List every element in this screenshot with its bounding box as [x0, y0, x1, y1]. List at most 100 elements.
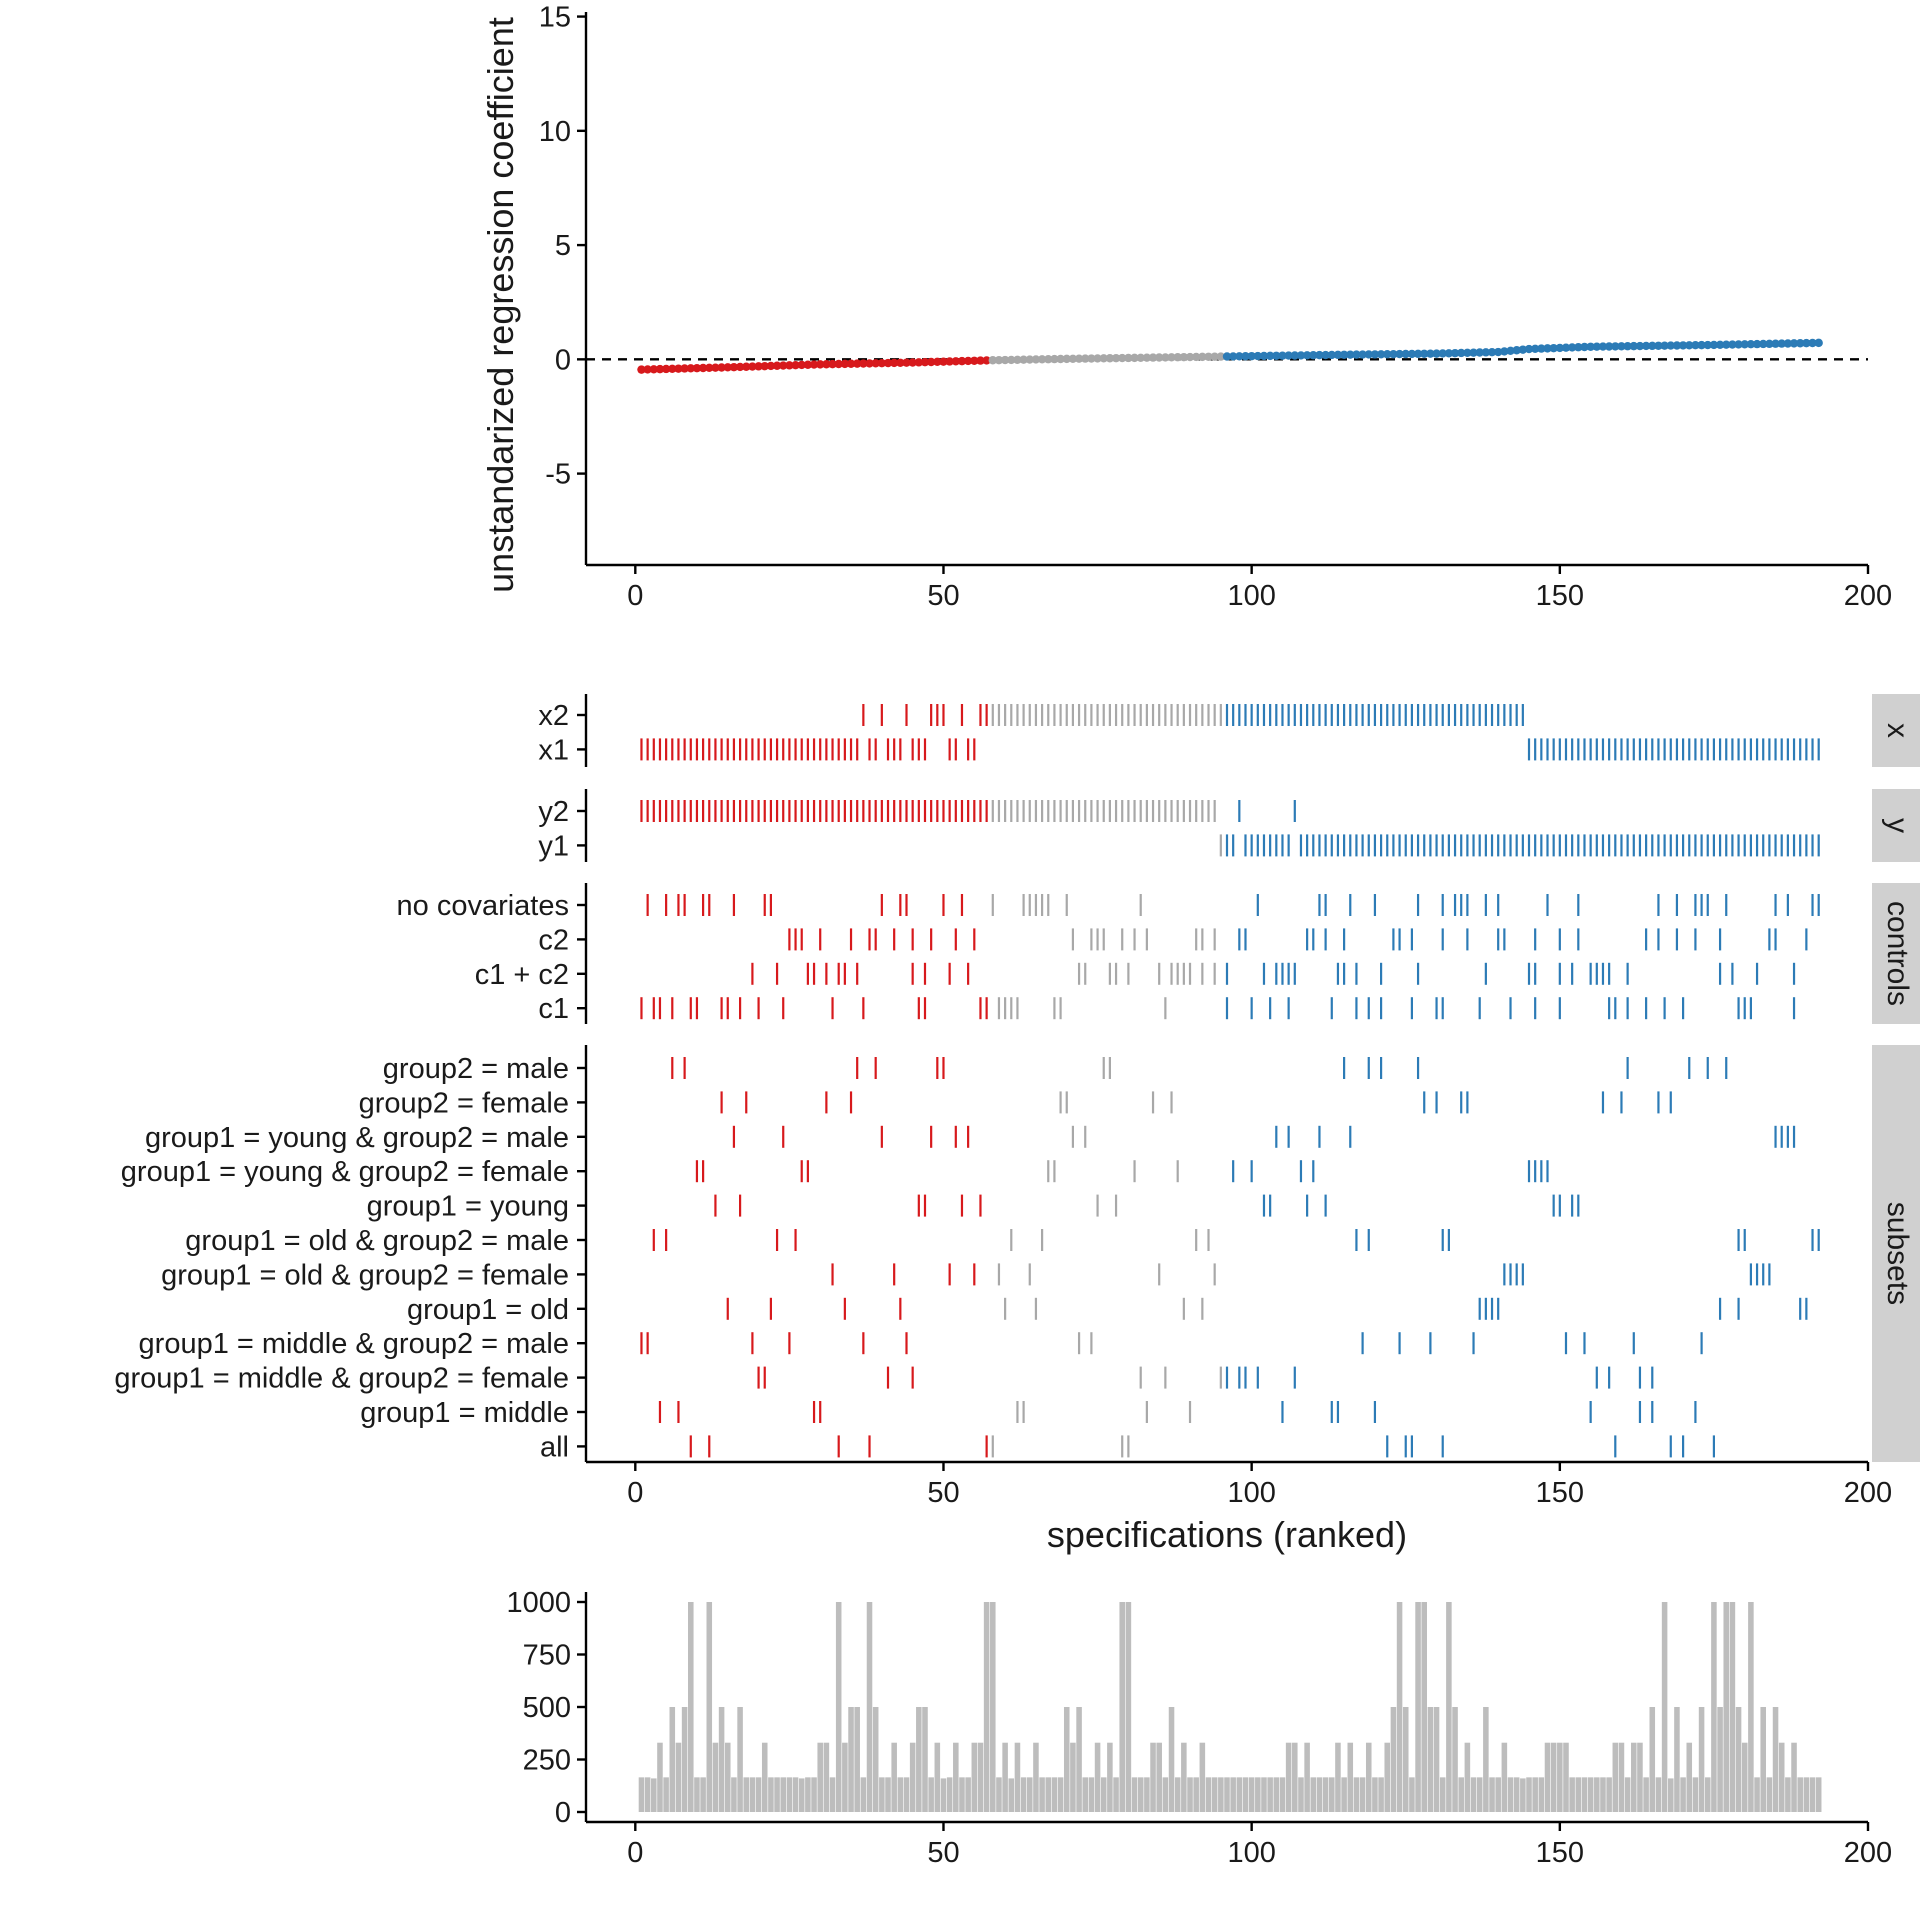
sample-size-bar [922, 1707, 928, 1812]
sample-size-bar [1322, 1777, 1329, 1812]
sample-size-bar [805, 1777, 811, 1812]
sample-size-bar [1402, 1707, 1409, 1812]
estimate-point [1074, 354, 1084, 363]
sample-size-bar [1643, 1777, 1649, 1812]
estimate-point [1161, 353, 1170, 362]
estimate-point [1155, 353, 1164, 362]
estimate-point [1777, 339, 1786, 348]
estimate-point [1629, 341, 1638, 351]
sample-size-bar [1421, 1602, 1428, 1812]
sample-size-bar [1692, 1777, 1699, 1812]
sample-size-bar [1446, 1602, 1452, 1812]
estimate-point [1598, 342, 1608, 351]
estimate-point [951, 357, 961, 366]
estimate-point [1487, 347, 1497, 357]
sample-size-bar [829, 1777, 836, 1812]
sample-size-bar [1292, 1742, 1298, 1812]
estimate-point [785, 361, 794, 370]
estimate-point [1457, 348, 1466, 358]
estimate-point [1044, 355, 1053, 364]
estimate-point [748, 362, 757, 371]
sample-size-bar [1329, 1777, 1335, 1812]
estimate-point [1703, 340, 1712, 350]
estimate-point [1604, 342, 1614, 351]
sample-size-bar [1205, 1777, 1212, 1812]
sample-size-bar [1285, 1742, 1292, 1812]
sample-size-bar [1218, 1777, 1224, 1812]
facet-strip-label: controls [1881, 901, 1914, 1006]
sample-size-bar [1532, 1777, 1538, 1812]
estimate-point [908, 358, 917, 367]
sample-size-bar [1137, 1777, 1144, 1812]
sample-size-bar [663, 1777, 669, 1812]
estimate-point [1771, 339, 1780, 348]
sample-size-bar [946, 1777, 953, 1812]
sample-size-bar [675, 1742, 682, 1812]
sample-size-bar [1520, 1778, 1526, 1812]
sample-size-bar [1094, 1742, 1101, 1812]
sample-size-bar [1711, 1602, 1717, 1812]
choice-row-label: group2 = male [383, 1053, 569, 1085]
estimate-point [1395, 349, 1404, 359]
choice-row-label: group1 = middle & group2 = female [114, 1363, 569, 1395]
curve-y-tick-label: 5 [555, 230, 571, 262]
sample-size-bar [934, 1742, 941, 1812]
estimate-point [1734, 340, 1743, 349]
sample-size-bar [1396, 1602, 1403, 1812]
sample-size-bar [1766, 1777, 1773, 1812]
estimate-point [643, 365, 652, 374]
sample-size-bar [1051, 1777, 1058, 1812]
estimate-point [1346, 350, 1355, 359]
sample-size-bar [1390, 1707, 1397, 1812]
estimate-point [1118, 353, 1127, 363]
estimate-point [1746, 340, 1756, 349]
bars-x-tick-label: 200 [1844, 1837, 1892, 1869]
estimate-point [1463, 348, 1472, 358]
sample-size-bar [1063, 1707, 1070, 1812]
estimate-point [1444, 349, 1454, 358]
sample-size-bar [897, 1777, 904, 1812]
bars-x-tick-label: 0 [627, 1837, 643, 1869]
estimate-point [674, 364, 683, 373]
estimate-point [1179, 352, 1189, 362]
sample-size-bar [761, 1742, 768, 1812]
sample-size-bar [1513, 1777, 1520, 1812]
sample-size-bar [1649, 1707, 1656, 1812]
sample-size-bar [731, 1777, 737, 1812]
estimate-point [797, 360, 806, 370]
estimate-point [649, 365, 658, 374]
curve-y-tick-label: -5 [545, 459, 571, 491]
sample-size-bar [1458, 1777, 1464, 1812]
estimate-point [1623, 342, 1632, 351]
sample-size-bar [990, 1602, 996, 1812]
sample-size-bar [1723, 1602, 1730, 1812]
choice-row-label: y2 [538, 796, 569, 828]
choice-row-label: group1 = old [407, 1294, 569, 1326]
estimate-point [1617, 342, 1626, 351]
sample-size-bar [1803, 1777, 1810, 1812]
sample-size-bar [1187, 1777, 1193, 1812]
sample-size-bar [1162, 1777, 1169, 1812]
sample-size-bar [1760, 1707, 1766, 1812]
estimate-point [1204, 352, 1213, 361]
estimate-point [1383, 350, 1392, 359]
sample-size-bar [1131, 1777, 1138, 1812]
estimate-point [1765, 339, 1774, 349]
estimate-point [1025, 355, 1034, 364]
sample-size-bar [1076, 1707, 1082, 1812]
sample-size-bar [1452, 1707, 1458, 1812]
sample-size-bar [1033, 1742, 1039, 1812]
sample-size-bar [669, 1707, 676, 1812]
sample-size-bar [1199, 1742, 1206, 1812]
sample-size-bar [1279, 1777, 1286, 1812]
estimate-point [1278, 351, 1287, 360]
estimate-point [840, 359, 850, 369]
estimate-point [970, 356, 979, 365]
choice-row-label: group1 = young & group2 = male [145, 1122, 569, 1154]
sample-size-bar [1483, 1707, 1489, 1812]
estimate-point [1296, 351, 1306, 360]
sample-size-bar [1741, 1742, 1748, 1812]
sample-size-bar [1729, 1602, 1736, 1812]
facet-strip-label: subsets [1881, 1202, 1914, 1305]
